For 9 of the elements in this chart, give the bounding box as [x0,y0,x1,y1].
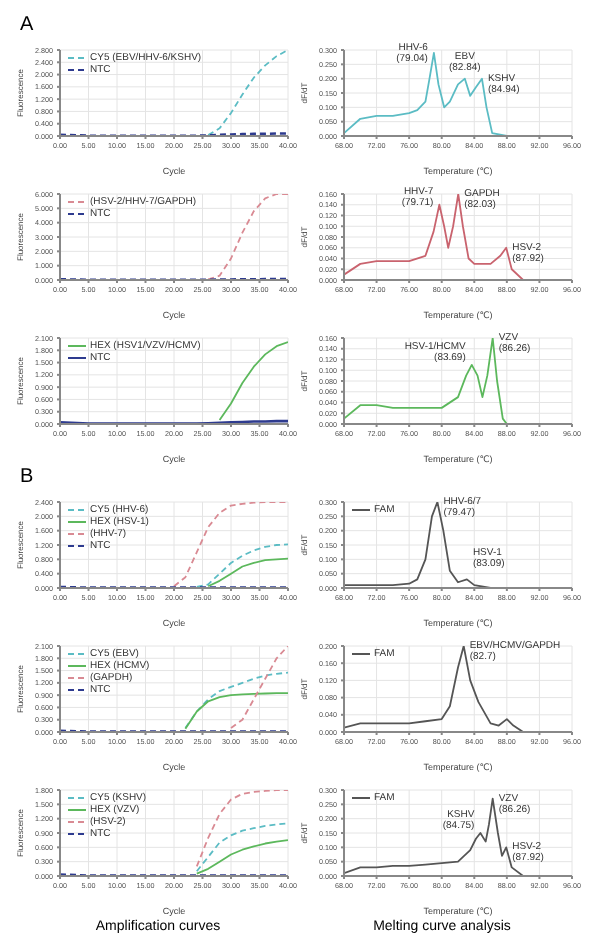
line-series [207,557,288,588]
line-series [184,692,288,730]
chart-title: A [18,14,36,36]
line-series [184,671,288,729]
line-series [195,839,288,875]
line-series [195,543,288,588]
line-series [195,790,288,868]
chart-title: B [18,466,36,488]
line-series [195,822,288,873]
